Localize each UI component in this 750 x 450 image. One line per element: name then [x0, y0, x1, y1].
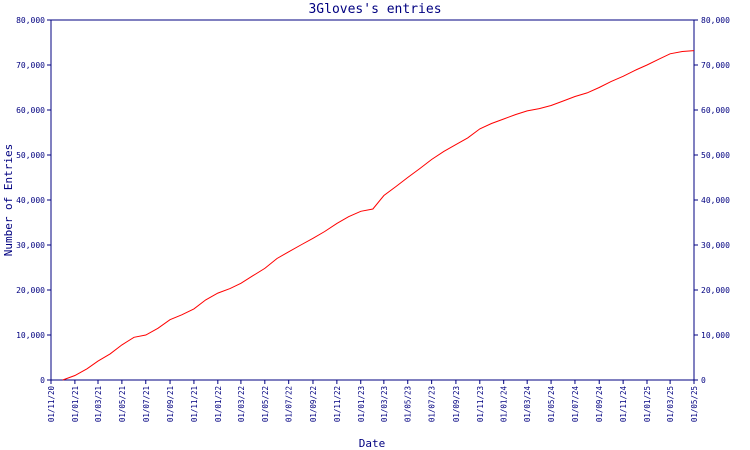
x-axis-label: Date: [359, 437, 386, 450]
y-tick-label-right: 0: [701, 376, 706, 385]
y-tick-label-left: 40,000: [16, 196, 45, 205]
y-tick-label-left: 20,000: [16, 286, 45, 295]
series-line: [62, 50, 695, 381]
x-tick-label: 01/09/22: [309, 386, 318, 422]
series-layer: [62, 50, 695, 381]
y-tick-label-right: 40,000: [701, 196, 730, 205]
x-tick-label: 01/05/25: [690, 386, 699, 422]
x-tick-label: 01/09/23: [452, 386, 461, 422]
y-tick-label-left: 70,000: [16, 61, 45, 70]
x-tick-label: 01/11/20: [47, 386, 56, 423]
x-axis: 01/11/20 01/01/21 01/03/21 01/05/21 01/07/21…: [47, 380, 699, 422]
y-axis-right: 0 10,000 20,000 30,000 40,000 50,000 60,000 70,…: [694, 16, 730, 385]
y-tick-label-right: 70,000: [701, 61, 730, 70]
x-tick-label: 01/01/21: [71, 386, 80, 422]
x-tick-label: 01/07/21: [142, 386, 151, 422]
y-tick-label-left: 60,000: [16, 106, 45, 115]
plot-frame: [50, 19, 695, 381]
x-tick-label: 01/03/24: [523, 386, 532, 423]
x-tick-label: 01/05/22: [261, 386, 270, 422]
y-tick-label-left: 0: [40, 376, 45, 385]
y-tick-label-right: 60,000: [701, 106, 730, 115]
y-axis-left: 0 10,000 20,000 30,000 40,000 50,000 60,000 70,…: [16, 16, 51, 385]
y-tick-label-left: 50,000: [16, 151, 45, 160]
x-tick-label: 01/03/25: [666, 386, 675, 422]
x-tick-label: 01/05/23: [404, 386, 413, 422]
x-tick-label: 01/11/21: [190, 386, 199, 422]
x-tick-label: 01/09/24: [595, 386, 604, 423]
y-tick-label-right: 10,000: [701, 331, 730, 340]
x-tick-label: 01/05/21: [118, 386, 127, 422]
y-tick-label-left: 80,000: [16, 16, 45, 25]
x-tick-label: 01/09/21: [166, 386, 175, 422]
x-tick-label: 01/03/22: [237, 386, 246, 422]
y-tick-label-right: 80,000: [701, 16, 730, 25]
x-tick-label: 01/01/23: [357, 386, 366, 422]
x-tick-label: 01/01/24: [500, 386, 509, 423]
y-tick-label-right: 50,000: [701, 151, 730, 160]
y-axis-label: Number of Entries: [2, 144, 15, 257]
x-tick-label: 01/03/21: [94, 386, 103, 422]
x-tick-label: 01/07/23: [428, 386, 437, 422]
chart-title: 3Gloves's entries: [308, 2, 441, 17]
x-tick-label: 01/11/22: [333, 386, 342, 422]
y-tick-label-right: 30,000: [701, 241, 730, 250]
x-tick-label: 01/07/24: [571, 386, 580, 423]
x-tick-label: 01/11/24: [619, 386, 628, 423]
y-tick-label-right: 20,000: [701, 286, 730, 295]
y-tick-label-left: 30,000: [16, 241, 45, 250]
y-tick-label-left: 10,000: [16, 331, 45, 340]
x-tick-label: 01/03/23: [380, 386, 389, 422]
x-tick-label: 01/05/24: [547, 386, 556, 423]
x-tick-label: 01/11/23: [476, 386, 485, 422]
x-tick-label: 01/01/25: [643, 386, 652, 422]
x-tick-label: 01/07/22: [285, 386, 294, 422]
x-tick-label: 01/01/22: [214, 386, 223, 422]
